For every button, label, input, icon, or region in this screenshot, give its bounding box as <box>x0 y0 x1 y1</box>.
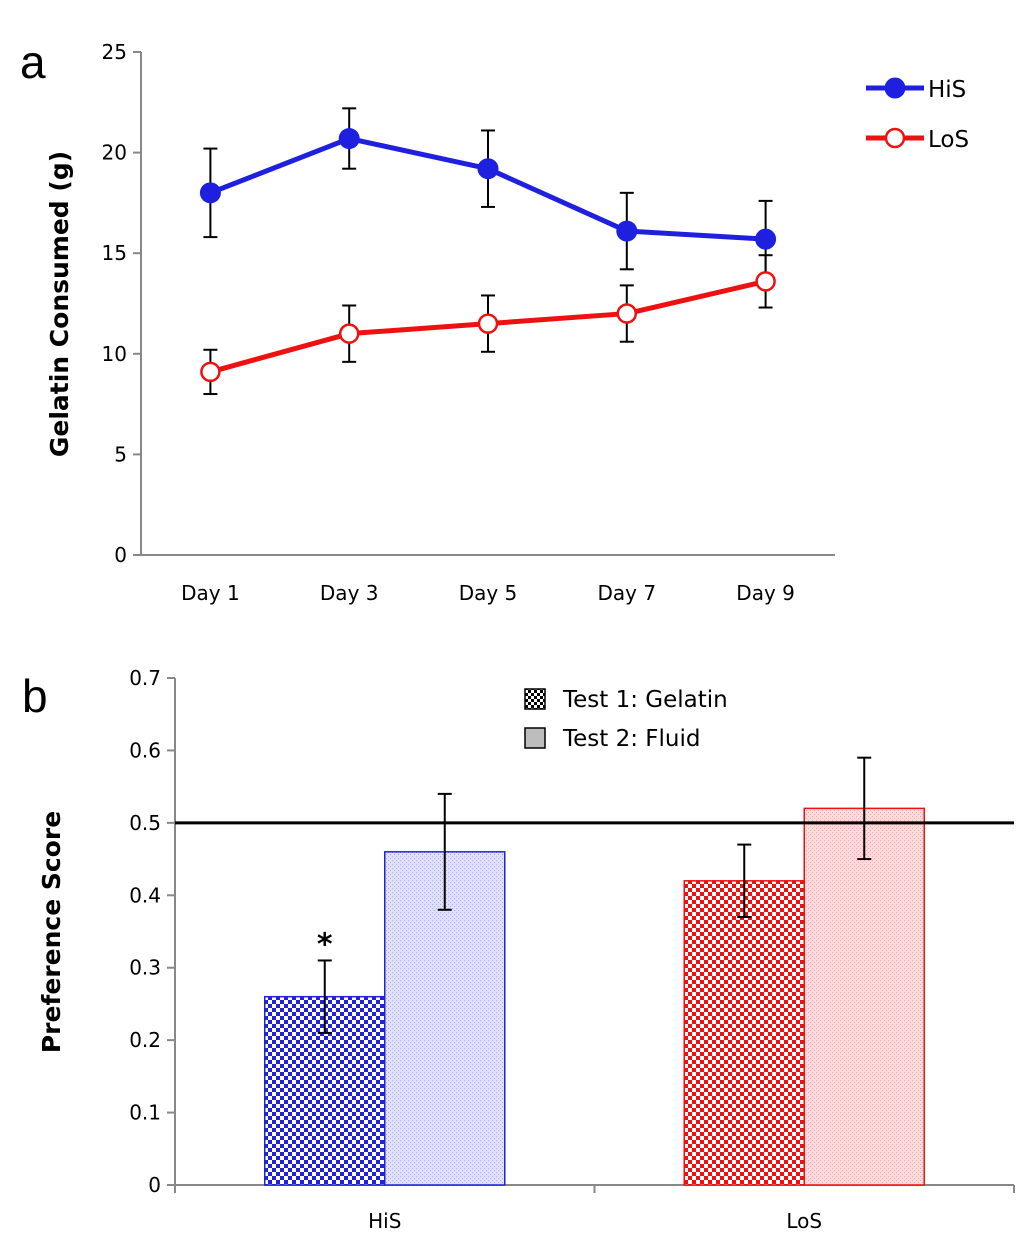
y-tick-label-a: 15 <box>102 241 127 265</box>
panel-label-a: a <box>20 36 46 88</box>
y-tick-label-a: 5 <box>114 442 127 466</box>
legend-b: Test 1: Gelatin Test 2: Fluid <box>524 687 728 752</box>
legend-marker-his <box>884 77 906 99</box>
y-tick-label-b: 0.2 <box>129 1028 161 1052</box>
data-point-los <box>200 361 221 383</box>
y-tick-label-a: 0 <box>114 543 127 567</box>
error-bar-his-fluid <box>437 792 452 911</box>
y-tick-label-b: 0 <box>148 1173 161 1197</box>
y-axis-title-b: Preference Score <box>37 811 66 1053</box>
legend-label-his: HiS <box>928 77 966 103</box>
y-axis-title-a: Gelatin Consumed (g) <box>45 151 74 457</box>
y-tick-label-a: 10 <box>102 342 127 366</box>
y-tick-label-a: 25 <box>102 40 127 64</box>
error-bar-los-gelatin <box>737 843 752 919</box>
x-tick-label-a: Day 1 <box>181 581 240 605</box>
legend-swatch-gelatin <box>524 688 546 710</box>
legend-swatch-fluid <box>524 727 546 749</box>
chart-b: b Preference Score 0 0.1 0.2 0.3 0.4 0.5 0.6 0.… <box>22 666 1015 1233</box>
x-tick-label-a: Day 5 <box>459 581 518 605</box>
bar-los-fluid <box>803 807 925 1186</box>
x-tick-label-a: Day 9 <box>736 581 795 605</box>
bar-los-gelatin <box>683 880 805 1186</box>
x-tick-label-b: HiS <box>368 1209 401 1233</box>
x-tick-label-b: LoS <box>786 1209 822 1233</box>
legend-label-los: LoS <box>928 127 969 153</box>
legend-marker-los <box>884 127 906 149</box>
legend-label-gelatin: Test 1: Gelatin <box>562 687 728 713</box>
data-point-los <box>338 323 360 344</box>
legend-label-fluid: Test 2: Fluid <box>562 726 700 752</box>
y-tick-label-b: 0.7 <box>129 666 161 690</box>
data-point-los <box>755 271 776 292</box>
legend-a: HiS LoS <box>866 77 969 153</box>
panel-label-b: b <box>22 670 48 722</box>
y-tick-label-b: 0.3 <box>129 956 161 980</box>
error-bar-his-gelatin <box>317 959 332 1034</box>
y-tick-label-b: 0.5 <box>129 811 161 835</box>
chart-a: a Gelatin Consumed (g) 0 5 10 15 20 25 Day 1 Da… <box>20 36 969 605</box>
y-tick-label-b: 0.4 <box>129 883 161 907</box>
error-bar-los-fluid <box>857 756 872 861</box>
significance-star: * <box>317 927 333 962</box>
y-tick-label-b: 0.6 <box>129 738 161 762</box>
data-point-his <box>338 128 360 150</box>
data-point-his <box>616 220 638 242</box>
data-point-his <box>755 228 777 250</box>
y-tick-label-b: 0.1 <box>129 1101 161 1125</box>
x-tick-label-a: Day 7 <box>598 581 657 605</box>
data-point-los <box>477 313 499 334</box>
data-point-his <box>199 182 221 204</box>
y-tick-label-a: 20 <box>102 141 127 165</box>
x-tick-label-a: Day 3 <box>320 581 379 605</box>
data-point-los <box>616 303 638 324</box>
data-point-his <box>477 158 499 180</box>
